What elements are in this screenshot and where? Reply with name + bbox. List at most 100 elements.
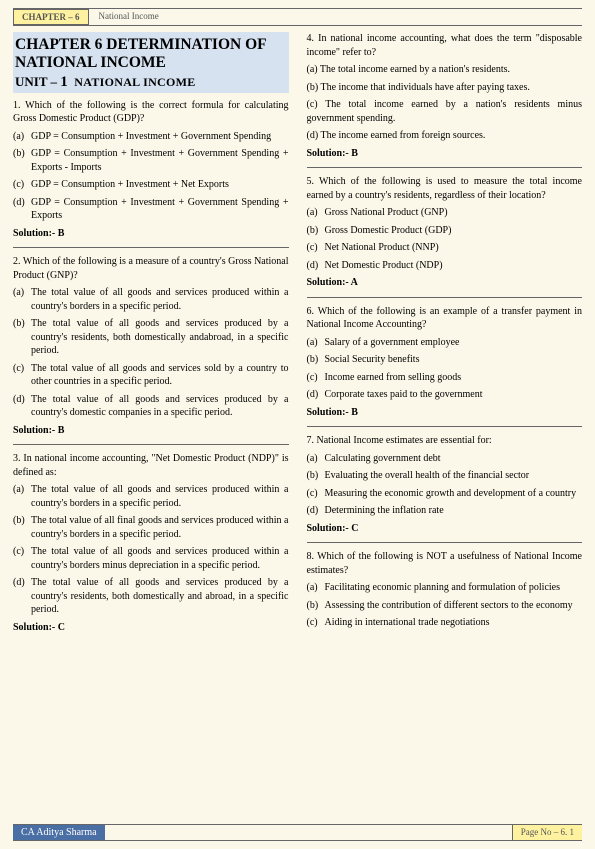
question-block: 7. National Income estimates are essenti… [307, 434, 583, 535]
solution-text: Solution:- C [13, 621, 289, 635]
solution-text: Solution:- B [13, 424, 289, 438]
solution-text: Solution:- A [307, 276, 583, 290]
question-divider [13, 444, 289, 445]
question-option: (b)Assessing the contribution of differe… [307, 599, 583, 613]
option-letter: (b) [13, 317, 31, 358]
option-text: GDP = Consumption + Investment + Governm… [31, 196, 289, 223]
question-option: (c)GDP = Consumption + Investment + Net … [13, 178, 289, 192]
question-option: (b)Gross Domestic Product (GDP) [307, 224, 583, 238]
option-text: The total value of all goods and service… [31, 393, 289, 420]
option-text: Salary of a government employee [325, 336, 583, 350]
option-text: GDP = Consumption + Investment + Net Exp… [31, 178, 289, 192]
option-text: Assessing the contribution of different … [325, 599, 583, 613]
option-text: Determining the inflation rate [325, 504, 583, 518]
unit-label: NATIONAL INCOME [74, 75, 195, 89]
option-text: The total value of all goods and service… [31, 576, 289, 617]
question-block: 3. In national income accounting, "Net D… [13, 452, 289, 634]
option-letter: (c) [307, 241, 325, 255]
option-text: The total value of all final goods and s… [31, 514, 289, 541]
option-text: The total value of all goods and service… [31, 362, 289, 389]
option-letter: (a) [13, 483, 31, 510]
unit-line: UNIT – 1 NATIONAL INCOME [15, 74, 287, 91]
footer-page: Page No – 6. 1 [512, 825, 582, 840]
option-text: Social Security benefits [325, 353, 583, 367]
question-option: (a)Gross National Product (GNP) [307, 206, 583, 220]
question-divider [307, 542, 583, 543]
question-text: 8. Which of the following is NOT a usefu… [307, 550, 583, 577]
option-text: Corporate taxes paid to the government [325, 388, 583, 402]
header-bar: CHAPTER – 6 National Income [13, 8, 582, 26]
option-letter: (a) [13, 286, 31, 313]
left-column: CHAPTER 6 DETERMINATION OF NATIONAL INCO… [13, 32, 289, 641]
option-letter: (c) [307, 487, 325, 501]
solution-text: Solution:- B [13, 227, 289, 241]
content-area: CHAPTER 6 DETERMINATION OF NATIONAL INCO… [0, 26, 595, 641]
question-option-inline: (b) The income that individuals have aft… [307, 81, 583, 95]
option-text: Aiding in international trade negotiatio… [325, 616, 583, 630]
option-text: The total value of all goods and service… [31, 483, 289, 510]
option-text: Income earned from selling goods [325, 371, 583, 385]
option-text: Gross National Product (GNP) [325, 206, 583, 220]
question-option-inline: (d) The income earned from foreign sourc… [307, 129, 583, 143]
footer-author: CA Aditya Sharma [13, 825, 105, 840]
chapter-main-title: CHAPTER 6 DETERMINATION OF NATIONAL INCO… [15, 36, 287, 72]
question-divider [13, 247, 289, 248]
footer-bar: CA Aditya Sharma Page No – 6. 1 [13, 824, 582, 841]
question-option: (c)The total value of all goods and serv… [13, 545, 289, 572]
option-letter: (b) [307, 469, 325, 483]
question-option: (a)Facilitating economic planning and fo… [307, 581, 583, 595]
question-option: (b)GDP = Consumption + Investment + Gove… [13, 147, 289, 174]
question-option: (d)The total value of all goods and serv… [13, 393, 289, 420]
option-letter: (d) [13, 196, 31, 223]
question-option: (c)Income earned from selling goods [307, 371, 583, 385]
question-option: (b)Evaluating the overall health of the … [307, 469, 583, 483]
question-option: (d)The total value of all goods and serv… [13, 576, 289, 617]
question-text: 5. Which of the following is used to mea… [307, 175, 583, 202]
option-letter: (d) [13, 576, 31, 617]
question-divider [307, 297, 583, 298]
option-letter: (c) [307, 616, 325, 630]
question-option: (c)Aiding in international trade negotia… [307, 616, 583, 630]
question-option: (a)The total value of all goods and serv… [13, 483, 289, 510]
option-letter: (a) [307, 206, 325, 220]
option-letter: (a) [307, 581, 325, 595]
option-letter: (d) [307, 259, 325, 273]
option-letter: (c) [307, 371, 325, 385]
question-option: (b)Social Security benefits [307, 353, 583, 367]
option-text: GDP = Consumption + Investment + Governm… [31, 147, 289, 174]
option-letter: (c) [13, 545, 31, 572]
question-block: 4. In national income accounting, what d… [307, 32, 583, 160]
question-option: (d)Corporate taxes paid to the governmen… [307, 388, 583, 402]
question-divider [307, 426, 583, 427]
option-letter: (b) [13, 514, 31, 541]
option-letter: (a) [307, 452, 325, 466]
question-option: (d)Determining the inflation rate [307, 504, 583, 518]
question-option: (d)GDP = Consumption + Investment + Gove… [13, 196, 289, 223]
question-option: (a)Salary of a government employee [307, 336, 583, 350]
question-block: 5. Which of the following is used to mea… [307, 175, 583, 290]
option-text: Calculating government debt [325, 452, 583, 466]
question-option: (a)Calculating government debt [307, 452, 583, 466]
option-letter: (b) [307, 224, 325, 238]
option-letter: (c) [13, 362, 31, 389]
question-text: 3. In national income accounting, "Net D… [13, 452, 289, 479]
option-letter: (a) [307, 336, 325, 350]
chapter-title-block: CHAPTER 6 DETERMINATION OF NATIONAL INCO… [13, 32, 289, 93]
unit-number: 1 [60, 74, 68, 90]
option-text: The total value of all goods and service… [31, 317, 289, 358]
question-text: 1. Which of the following is the correct… [13, 99, 289, 126]
question-option: (d)Net Domestic Product (NDP) [307, 259, 583, 273]
question-option-inline: (c) The total income earned by a nation'… [307, 98, 583, 125]
option-letter: (d) [13, 393, 31, 420]
question-option: (c)Measuring the economic growth and dev… [307, 487, 583, 501]
option-letter: (a) [13, 130, 31, 144]
footer-spacer [105, 825, 512, 840]
solution-text: Solution:- B [307, 147, 583, 161]
question-divider [307, 167, 583, 168]
question-text: 2. Which of the following is a measure o… [13, 255, 289, 282]
option-text: Gross Domestic Product (GDP) [325, 224, 583, 238]
header-chapter-badge: CHAPTER – 6 [13, 9, 89, 25]
solution-text: Solution:- C [307, 522, 583, 536]
question-text: 6. Which of the following is an example … [307, 305, 583, 332]
header-title: National Income [89, 9, 169, 25]
